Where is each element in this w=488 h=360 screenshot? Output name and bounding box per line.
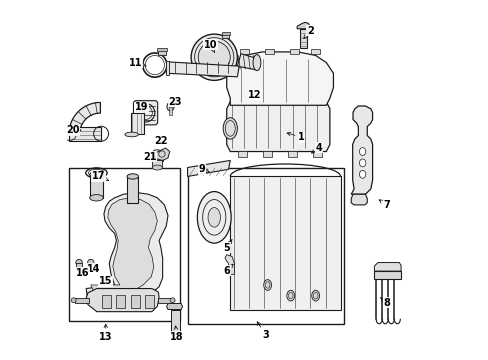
Bar (88, 262, 93, 270)
Text: 22: 22 (154, 136, 167, 146)
Ellipse shape (359, 159, 365, 167)
Bar (264, 49, 273, 54)
Polygon shape (374, 262, 400, 271)
Polygon shape (297, 22, 309, 29)
Ellipse shape (89, 195, 103, 201)
Text: 7: 7 (378, 200, 389, 210)
Bar (171, 310, 180, 334)
Bar (144, 294, 153, 308)
Bar (165, 61, 169, 75)
Text: 10: 10 (203, 40, 217, 53)
Polygon shape (350, 194, 366, 205)
Polygon shape (86, 288, 159, 312)
Text: 14: 14 (86, 264, 100, 274)
Bar (263, 151, 271, 157)
Bar (102, 294, 111, 308)
Bar (89, 175, 103, 198)
Text: 18: 18 (170, 326, 183, 342)
Ellipse shape (223, 118, 237, 139)
Bar (299, 29, 306, 48)
Text: 17: 17 (92, 171, 108, 181)
Bar (152, 161, 162, 167)
Ellipse shape (170, 298, 175, 303)
Text: 12: 12 (248, 90, 262, 100)
Bar (157, 50, 165, 55)
Bar (76, 262, 81, 270)
Text: 15: 15 (99, 276, 112, 287)
Bar (288, 151, 296, 157)
Bar (152, 153, 163, 161)
Bar (238, 151, 246, 157)
Polygon shape (166, 62, 239, 77)
Polygon shape (91, 198, 157, 290)
Bar (374, 271, 400, 279)
Text: 11: 11 (129, 58, 146, 68)
Bar (222, 34, 228, 39)
Bar (69, 167, 180, 320)
Bar (221, 32, 229, 35)
Ellipse shape (311, 290, 319, 301)
Bar (312, 151, 321, 157)
Bar (130, 113, 144, 134)
Ellipse shape (359, 170, 365, 178)
Text: 23: 23 (168, 97, 182, 107)
Ellipse shape (125, 132, 138, 137)
Ellipse shape (152, 158, 163, 165)
Text: 8: 8 (380, 298, 389, 308)
Bar (289, 49, 298, 54)
Polygon shape (230, 176, 340, 310)
Bar (69, 127, 101, 141)
Bar (240, 49, 248, 54)
Polygon shape (224, 255, 234, 274)
Polygon shape (187, 161, 230, 176)
Text: 9: 9 (198, 164, 208, 174)
Ellipse shape (168, 102, 173, 105)
Polygon shape (69, 103, 100, 134)
Bar (311, 49, 319, 54)
Bar (156, 48, 166, 51)
Bar (169, 107, 171, 115)
Ellipse shape (191, 34, 237, 80)
Ellipse shape (263, 280, 271, 290)
Polygon shape (350, 106, 372, 194)
Polygon shape (86, 193, 168, 301)
Text: 19: 19 (134, 102, 148, 113)
Ellipse shape (359, 148, 365, 156)
Ellipse shape (198, 41, 230, 73)
Text: 4: 4 (311, 143, 322, 153)
Text: 3: 3 (257, 322, 269, 340)
Text: 16: 16 (76, 267, 89, 278)
Text: 1: 1 (286, 132, 304, 142)
FancyBboxPatch shape (133, 101, 157, 125)
Text: 2: 2 (303, 26, 313, 39)
Ellipse shape (197, 192, 231, 243)
Bar (130, 294, 139, 308)
Ellipse shape (152, 150, 163, 157)
Text: 13: 13 (99, 324, 112, 342)
Ellipse shape (207, 208, 220, 227)
Ellipse shape (166, 103, 174, 111)
Bar (127, 176, 138, 203)
Polygon shape (166, 303, 182, 310)
Ellipse shape (87, 259, 94, 266)
Ellipse shape (71, 298, 76, 303)
Ellipse shape (252, 55, 260, 71)
Bar (116, 294, 125, 308)
Text: 6: 6 (223, 264, 233, 276)
Ellipse shape (76, 259, 82, 266)
Bar (158, 298, 172, 303)
Text: 5: 5 (223, 240, 231, 253)
Polygon shape (155, 148, 169, 161)
Text: 20: 20 (66, 125, 81, 135)
Bar (75, 298, 88, 303)
Polygon shape (237, 54, 258, 70)
Ellipse shape (127, 174, 138, 179)
Ellipse shape (152, 165, 162, 170)
Polygon shape (226, 52, 333, 105)
Ellipse shape (89, 171, 103, 178)
Text: 21: 21 (143, 151, 157, 162)
Polygon shape (226, 102, 329, 152)
Ellipse shape (286, 290, 294, 301)
Bar (187, 167, 344, 324)
